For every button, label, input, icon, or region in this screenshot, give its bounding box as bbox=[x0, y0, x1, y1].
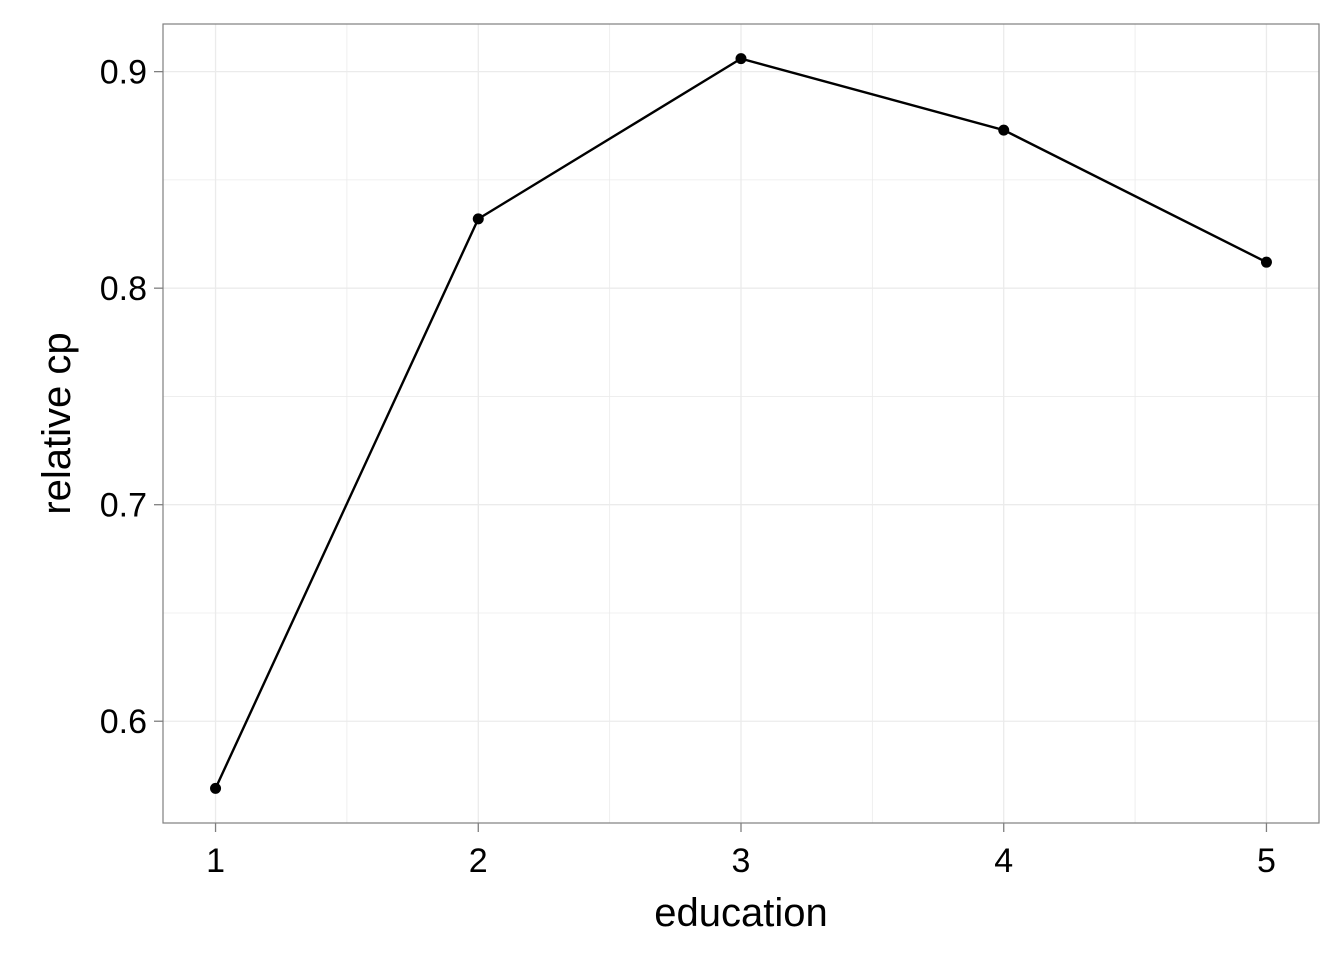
x-tick-label: 4 bbox=[994, 842, 1013, 880]
x-tick-label: 1 bbox=[206, 842, 225, 880]
y-axis-title: relative cp bbox=[35, 332, 79, 514]
y-tick-label: 0.6 bbox=[100, 703, 147, 741]
data-point bbox=[735, 53, 747, 65]
data-point bbox=[210, 782, 222, 794]
x-tick-label: 2 bbox=[469, 842, 488, 880]
axis-ticks bbox=[154, 70, 1268, 832]
y-tick-label: 0.8 bbox=[100, 270, 147, 308]
x-axis-title: education bbox=[654, 891, 827, 935]
data-point bbox=[1260, 256, 1272, 268]
major-gridlines bbox=[163, 24, 1319, 823]
series-group bbox=[210, 53, 1272, 794]
y-tick-label: 0.7 bbox=[100, 487, 147, 525]
data-point bbox=[998, 124, 1010, 136]
data-point bbox=[472, 213, 484, 225]
x-tick-label: 3 bbox=[732, 842, 751, 880]
x-tick-label: 5 bbox=[1257, 842, 1276, 880]
tick-labels: 1 2 3 4 5 0.6 0.7 0.8 0.9 bbox=[100, 54, 1276, 880]
y-tick-label: 0.9 bbox=[100, 54, 147, 92]
